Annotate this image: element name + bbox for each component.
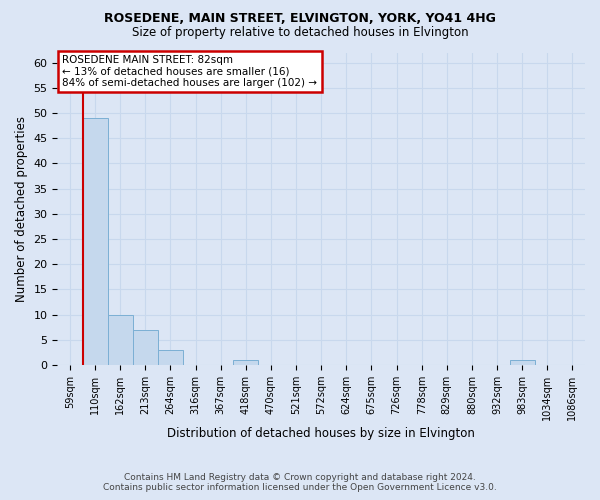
Text: ROSEDENE MAIN STREET: 82sqm
← 13% of detached houses are smaller (16)
84% of sem: ROSEDENE MAIN STREET: 82sqm ← 13% of det…: [62, 55, 317, 88]
Text: Size of property relative to detached houses in Elvington: Size of property relative to detached ho…: [131, 26, 469, 39]
Text: ROSEDENE, MAIN STREET, ELVINGTON, YORK, YO41 4HG: ROSEDENE, MAIN STREET, ELVINGTON, YORK, …: [104, 12, 496, 26]
Bar: [83, 118, 107, 365]
X-axis label: Distribution of detached houses by size in Elvington: Distribution of detached houses by size …: [167, 427, 475, 440]
Y-axis label: Number of detached properties: Number of detached properties: [15, 116, 28, 302]
Bar: [509, 360, 535, 365]
Bar: [233, 360, 259, 365]
Bar: [107, 314, 133, 365]
Bar: [133, 330, 158, 365]
Bar: [158, 350, 183, 365]
Text: Contains HM Land Registry data © Crown copyright and database right 2024.
Contai: Contains HM Land Registry data © Crown c…: [103, 473, 497, 492]
